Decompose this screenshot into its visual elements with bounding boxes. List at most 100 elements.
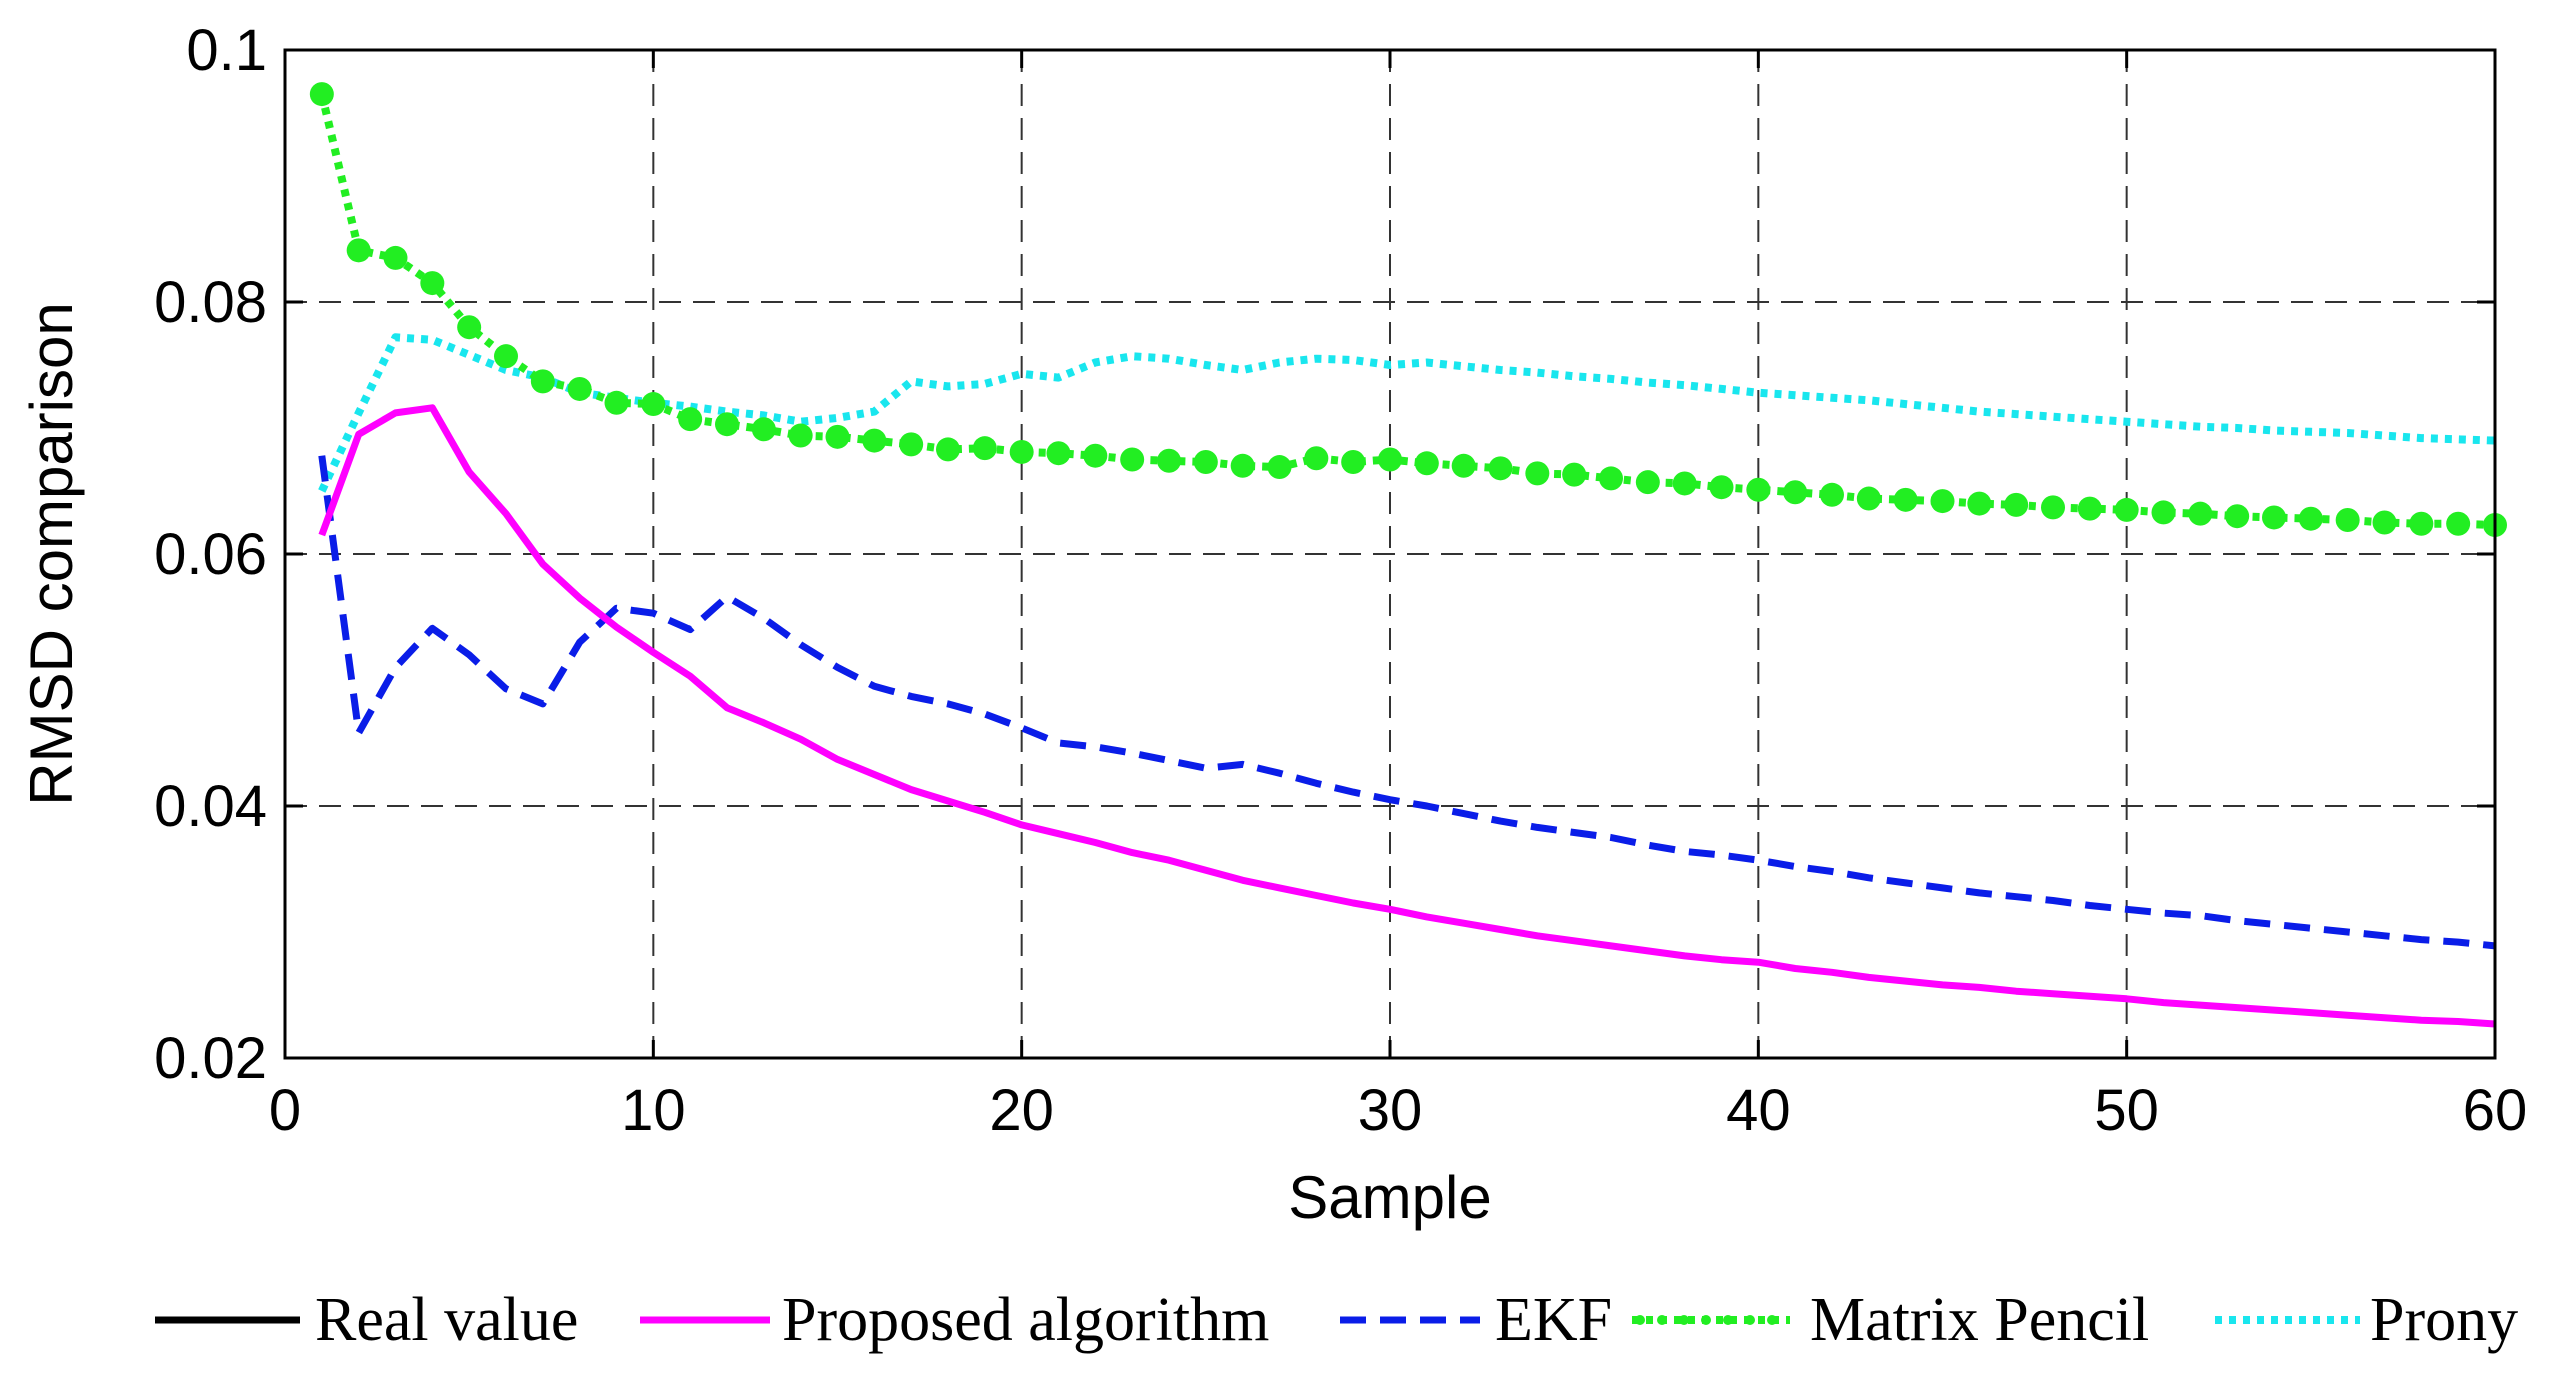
series-marker	[1599, 466, 1623, 491]
series-marker	[788, 423, 813, 448]
series-marker	[567, 376, 592, 401]
y-axis-title: RMSD comparison	[18, 302, 85, 805]
legend-marker	[1657, 1315, 1667, 1325]
series-marker	[346, 238, 371, 263]
series-marker	[751, 417, 776, 442]
series-marker	[1193, 450, 1218, 475]
series-marker	[1746, 477, 1771, 502]
legend-label: Matrix Pencil	[1810, 1286, 2149, 1354]
series-marker	[1893, 487, 1918, 512]
series-marker	[2409, 511, 2434, 536]
legend-label: EKF	[1495, 1286, 1612, 1354]
legend: Real value Proposed algorithm EKF Matrix Pe…	[155, 1286, 2518, 1354]
series-marker	[825, 424, 850, 449]
series-marker	[1967, 491, 1992, 516]
series-marker	[1709, 475, 1734, 500]
series-marker	[1783, 480, 1808, 505]
x-tick-label: 30	[1358, 1078, 1423, 1143]
x-tick-label: 50	[2094, 1078, 2159, 1143]
legend-entry: Matrix Pencil	[1632, 1286, 2149, 1354]
series-marker	[1635, 470, 1660, 495]
series-proposed-algorithm	[318, 404, 2496, 1028]
x-tick-label: 20	[989, 1078, 1054, 1143]
series-marker	[1046, 441, 1071, 466]
y-tick-label: 0.04	[154, 774, 267, 839]
series-marker	[641, 392, 666, 417]
series-marker	[2372, 510, 2397, 535]
x-tick-labels: 0 10 20 30 40 50 60	[269, 1078, 2527, 1143]
y-tick-label: 0.08	[154, 270, 267, 335]
series-marker	[715, 412, 739, 437]
series-marker	[1562, 462, 1587, 487]
series-marker	[936, 437, 960, 462]
series-marker	[2446, 511, 2471, 536]
series-marker	[309, 82, 334, 107]
series-marker	[420, 271, 445, 296]
legend-label: Prony	[2370, 1286, 2518, 1354]
series-marker	[1267, 455, 1292, 480]
series-marker	[2041, 495, 2065, 520]
legend-entry: Proposed algorithm	[640, 1286, 1269, 1354]
legend-marker	[1635, 1315, 1645, 1325]
series-marker	[1820, 482, 1844, 507]
series-marker	[1930, 489, 1955, 514]
series-marker	[2262, 505, 2286, 530]
y-tick-labels: 0.02 0.04 0.06 0.08 0.1	[154, 18, 267, 1091]
series-marker	[1157, 448, 1181, 473]
series-marker	[1009, 439, 1034, 464]
x-tick-label: 0	[269, 1078, 301, 1143]
legend-marker	[1767, 1315, 1777, 1325]
series-marker	[2004, 492, 2029, 517]
series-marker	[457, 315, 482, 340]
y-tick-label: 0.1	[186, 18, 267, 83]
series-marker	[1488, 456, 1513, 481]
series-marker	[899, 432, 924, 457]
series-marker	[1672, 471, 1697, 496]
series-line	[318, 455, 2496, 950]
series-marker	[972, 436, 997, 461]
series-marker	[2225, 504, 2250, 529]
series-marker	[862, 428, 887, 453]
series-marker	[1378, 447, 1402, 472]
legend-marker	[1679, 1315, 1689, 1325]
series-marker	[1451, 453, 1476, 478]
series-marker	[2151, 500, 2176, 525]
legend-label: Proposed algorithm	[782, 1286, 1269, 1354]
series-marker	[1230, 453, 1255, 478]
series-marker	[678, 407, 703, 432]
series-ekf	[318, 455, 2496, 950]
series-marker	[1304, 446, 1329, 471]
series-marker	[604, 390, 629, 415]
series-layer	[309, 82, 2507, 1028]
legend-label: Real value	[315, 1286, 578, 1354]
legend-marker	[1745, 1315, 1755, 1325]
x-axis-title: Sample	[1288, 1164, 1491, 1231]
series-marker	[1525, 461, 1550, 486]
x-tick-label: 10	[621, 1078, 686, 1143]
series-marker	[1120, 447, 1145, 472]
legend-marker	[1723, 1315, 1733, 1325]
series-marker	[2298, 506, 2323, 531]
series-marker	[2077, 496, 2102, 521]
ticks	[283, 48, 2497, 1060]
series-marker	[530, 369, 555, 394]
x-tick-label: 40	[1726, 1078, 1791, 1143]
legend-entry: EKF	[1340, 1286, 1612, 1354]
series-marker	[1341, 450, 1366, 475]
series-marker	[1083, 443, 1108, 468]
series-marker	[2188, 501, 2213, 526]
series-marker	[2114, 497, 2139, 522]
series-marker	[1856, 486, 1881, 511]
y-tick-label: 0.06	[154, 522, 267, 587]
legend-entry: Prony	[2215, 1286, 2518, 1354]
grid	[285, 50, 2495, 1058]
legend-entry: Real value	[155, 1286, 578, 1354]
y-tick-label: 0.02	[154, 1026, 267, 1091]
series-marker	[494, 344, 518, 369]
x-tick-label: 60	[2463, 1078, 2528, 1143]
series-matrix-pencil	[309, 82, 2507, 538]
series-line	[318, 404, 2496, 1028]
legend-marker	[1701, 1315, 1711, 1325]
series-marker	[2335, 507, 2360, 532]
